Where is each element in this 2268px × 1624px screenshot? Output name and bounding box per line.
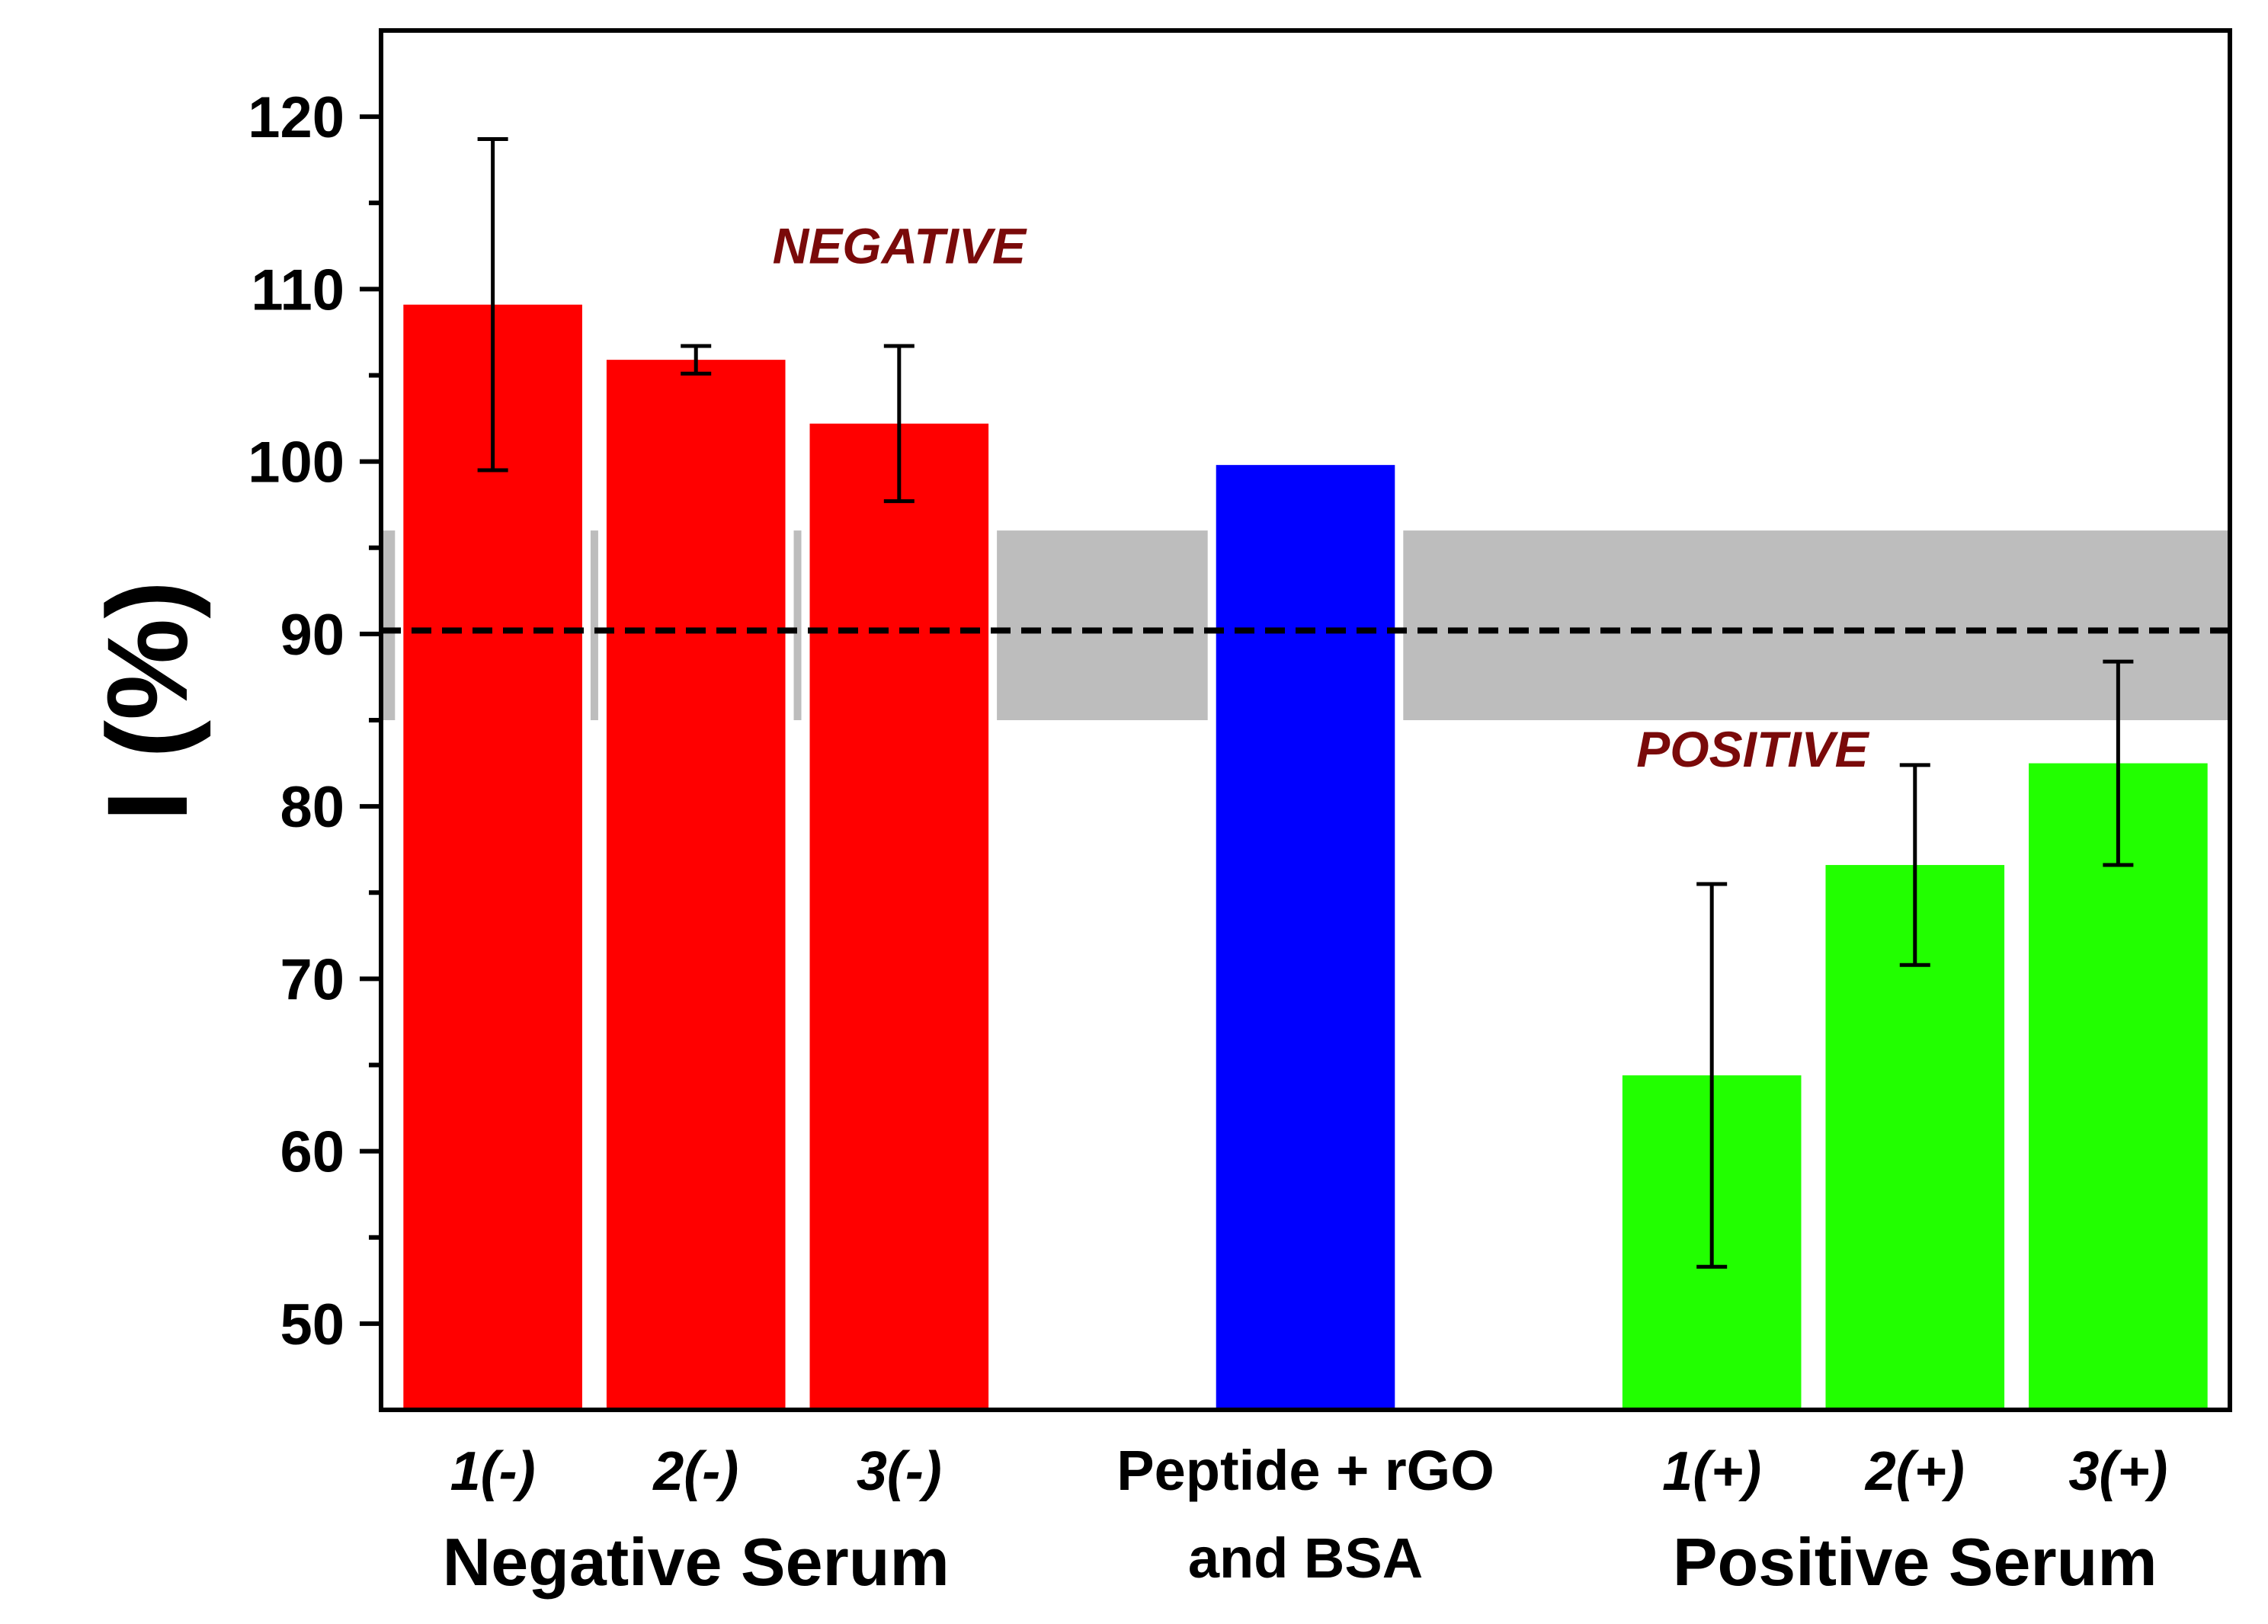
annotation-label: NEGATIVE	[773, 217, 1027, 274]
y-tick-label: 110	[251, 258, 344, 322]
x-category-sublabel: and BSA	[1188, 1526, 1423, 1590]
x-category-label: 2(-)	[652, 1441, 738, 1502]
labels-layer: 50 60 70 80 90 100 110 120 I (%) 1(-) 2(-) 3(-) Pept…	[83, 85, 2167, 1600]
error-bars-layer	[477, 137, 2134, 1269]
bar-2	[801, 415, 998, 1418]
x-category-label: 1(-)	[450, 1441, 536, 1502]
x-group-label: Negative Serum	[443, 1524, 950, 1600]
y-tick-label: 100	[248, 431, 344, 495]
x-category-label: 3(-)	[857, 1441, 942, 1502]
y-tick-label: 70	[280, 947, 344, 1012]
x-category-label: 3(+)	[2068, 1441, 2167, 1502]
x-group-label: Positive Serum	[1673, 1524, 2157, 1600]
x-category-label: 1(+)	[1662, 1441, 1761, 1502]
bar-1	[597, 351, 794, 1419]
bar-0	[395, 296, 591, 1418]
y-tick-label: 120	[248, 85, 344, 150]
x-category-label: Peptide + rGO	[1116, 1439, 1494, 1502]
x-category-label: 2(+)	[1864, 1441, 1965, 1502]
axes-layer	[360, 28, 2232, 1412]
y-tick-label: 60	[280, 1120, 344, 1185]
y-tick-label: 90	[280, 603, 344, 668]
bars-layer	[395, 296, 2216, 1419]
y-axis-title: I (%)	[83, 581, 211, 822]
bar-3	[1207, 456, 1404, 1418]
annotation-label: POSITIVE	[1636, 721, 1869, 777]
y-tick-label: 50	[280, 1292, 344, 1357]
y-tick-label: 80	[280, 775, 344, 840]
